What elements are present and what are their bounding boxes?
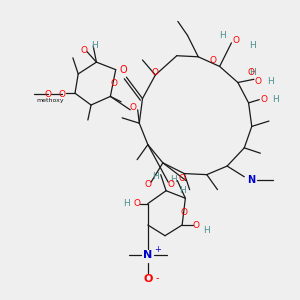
Text: O: O bbox=[152, 68, 159, 77]
Text: methoxy: methoxy bbox=[37, 98, 64, 103]
Text: O: O bbox=[181, 208, 188, 217]
Text: N: N bbox=[247, 175, 255, 185]
Text: H: H bbox=[220, 31, 226, 40]
Text: O: O bbox=[58, 90, 66, 99]
Text: O: O bbox=[130, 103, 137, 112]
Text: O: O bbox=[255, 77, 262, 86]
Text: O: O bbox=[143, 274, 152, 284]
Text: N: N bbox=[143, 250, 152, 260]
Text: H: H bbox=[250, 68, 256, 77]
Text: O: O bbox=[168, 180, 175, 189]
Text: H: H bbox=[123, 199, 130, 208]
Text: O: O bbox=[210, 56, 217, 64]
Text: O: O bbox=[110, 79, 117, 88]
Text: H: H bbox=[170, 176, 177, 184]
Text: O: O bbox=[260, 95, 267, 104]
Text: H: H bbox=[267, 77, 273, 86]
Text: O: O bbox=[45, 90, 52, 99]
Text: +: + bbox=[154, 245, 161, 254]
Text: H: H bbox=[272, 95, 279, 104]
Text: -: - bbox=[156, 274, 159, 284]
Text: O: O bbox=[134, 199, 141, 208]
Text: O: O bbox=[178, 174, 185, 183]
Text: H: H bbox=[91, 40, 98, 50]
Text: O: O bbox=[193, 220, 200, 230]
Text: O: O bbox=[247, 68, 254, 77]
Text: H: H bbox=[203, 226, 210, 235]
Text: O: O bbox=[119, 64, 127, 75]
Text: O: O bbox=[144, 180, 152, 189]
Text: O: O bbox=[232, 36, 239, 45]
Text: H: H bbox=[152, 172, 159, 181]
Text: H: H bbox=[179, 186, 185, 195]
Text: O: O bbox=[80, 46, 87, 55]
Text: H: H bbox=[250, 40, 256, 50]
